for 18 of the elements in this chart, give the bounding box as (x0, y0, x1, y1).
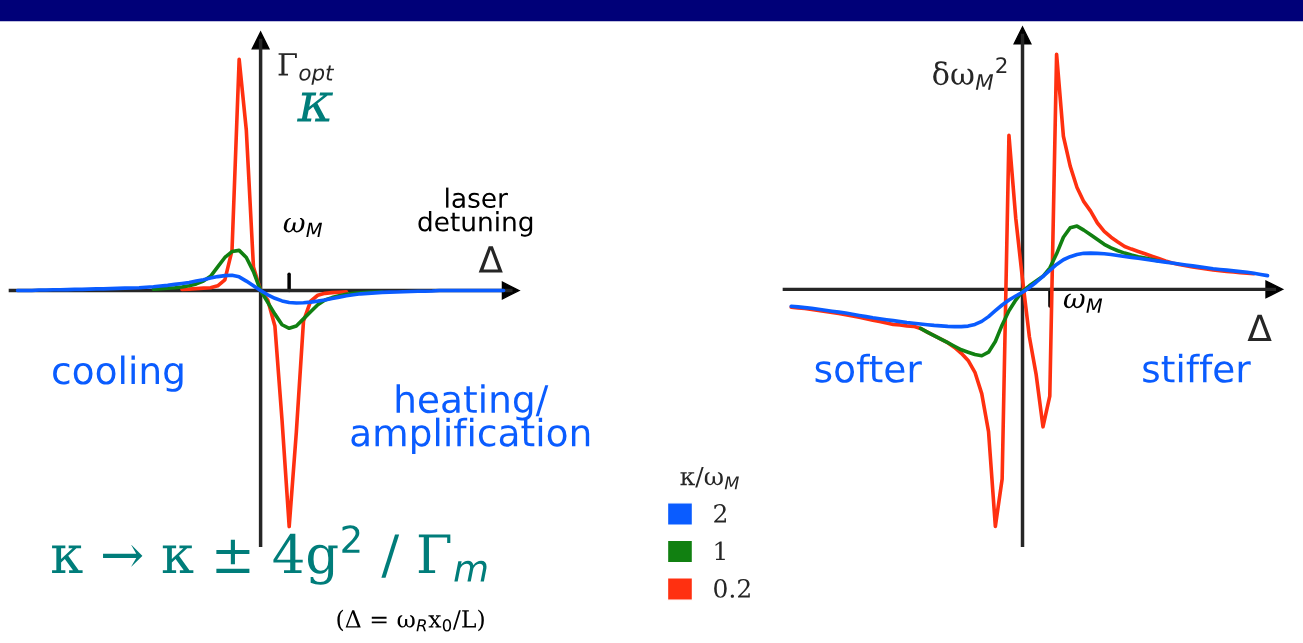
annotation: cooling (53, 355, 183, 392)
annotation: ω$_{M}$ (1063, 293, 1103, 313)
y-axis-title: δω$_{M}$$^{2}$ (933, 57, 1007, 90)
legend-title: κ/ω$_{M}$ (680, 466, 739, 490)
legend-label: 1 (715, 541, 725, 561)
annotation: laser detuning (418, 187, 533, 237)
legend-label: 2 (714, 504, 726, 523)
y-axis-title: Γ$_{opt}$ (278, 53, 335, 85)
annotation: heating/ amplification (351, 384, 590, 454)
annotation: κ → κ ± 4g$^{2}$ / Γ$_{m}$ (52, 525, 487, 585)
x-axis-title: Δ (478, 246, 503, 273)
text: (Δ = ω$_{R}$x$_{0}$/L) (337, 609, 484, 632)
legend-label: 0.2 (714, 578, 750, 598)
x-axis-title: Δ (1247, 314, 1272, 342)
annotation: ω$_{M}$ (283, 217, 323, 237)
annotation: κ (296, 92, 334, 122)
annotation: softer (815, 353, 922, 383)
annotation: stiffer (1143, 353, 1251, 383)
